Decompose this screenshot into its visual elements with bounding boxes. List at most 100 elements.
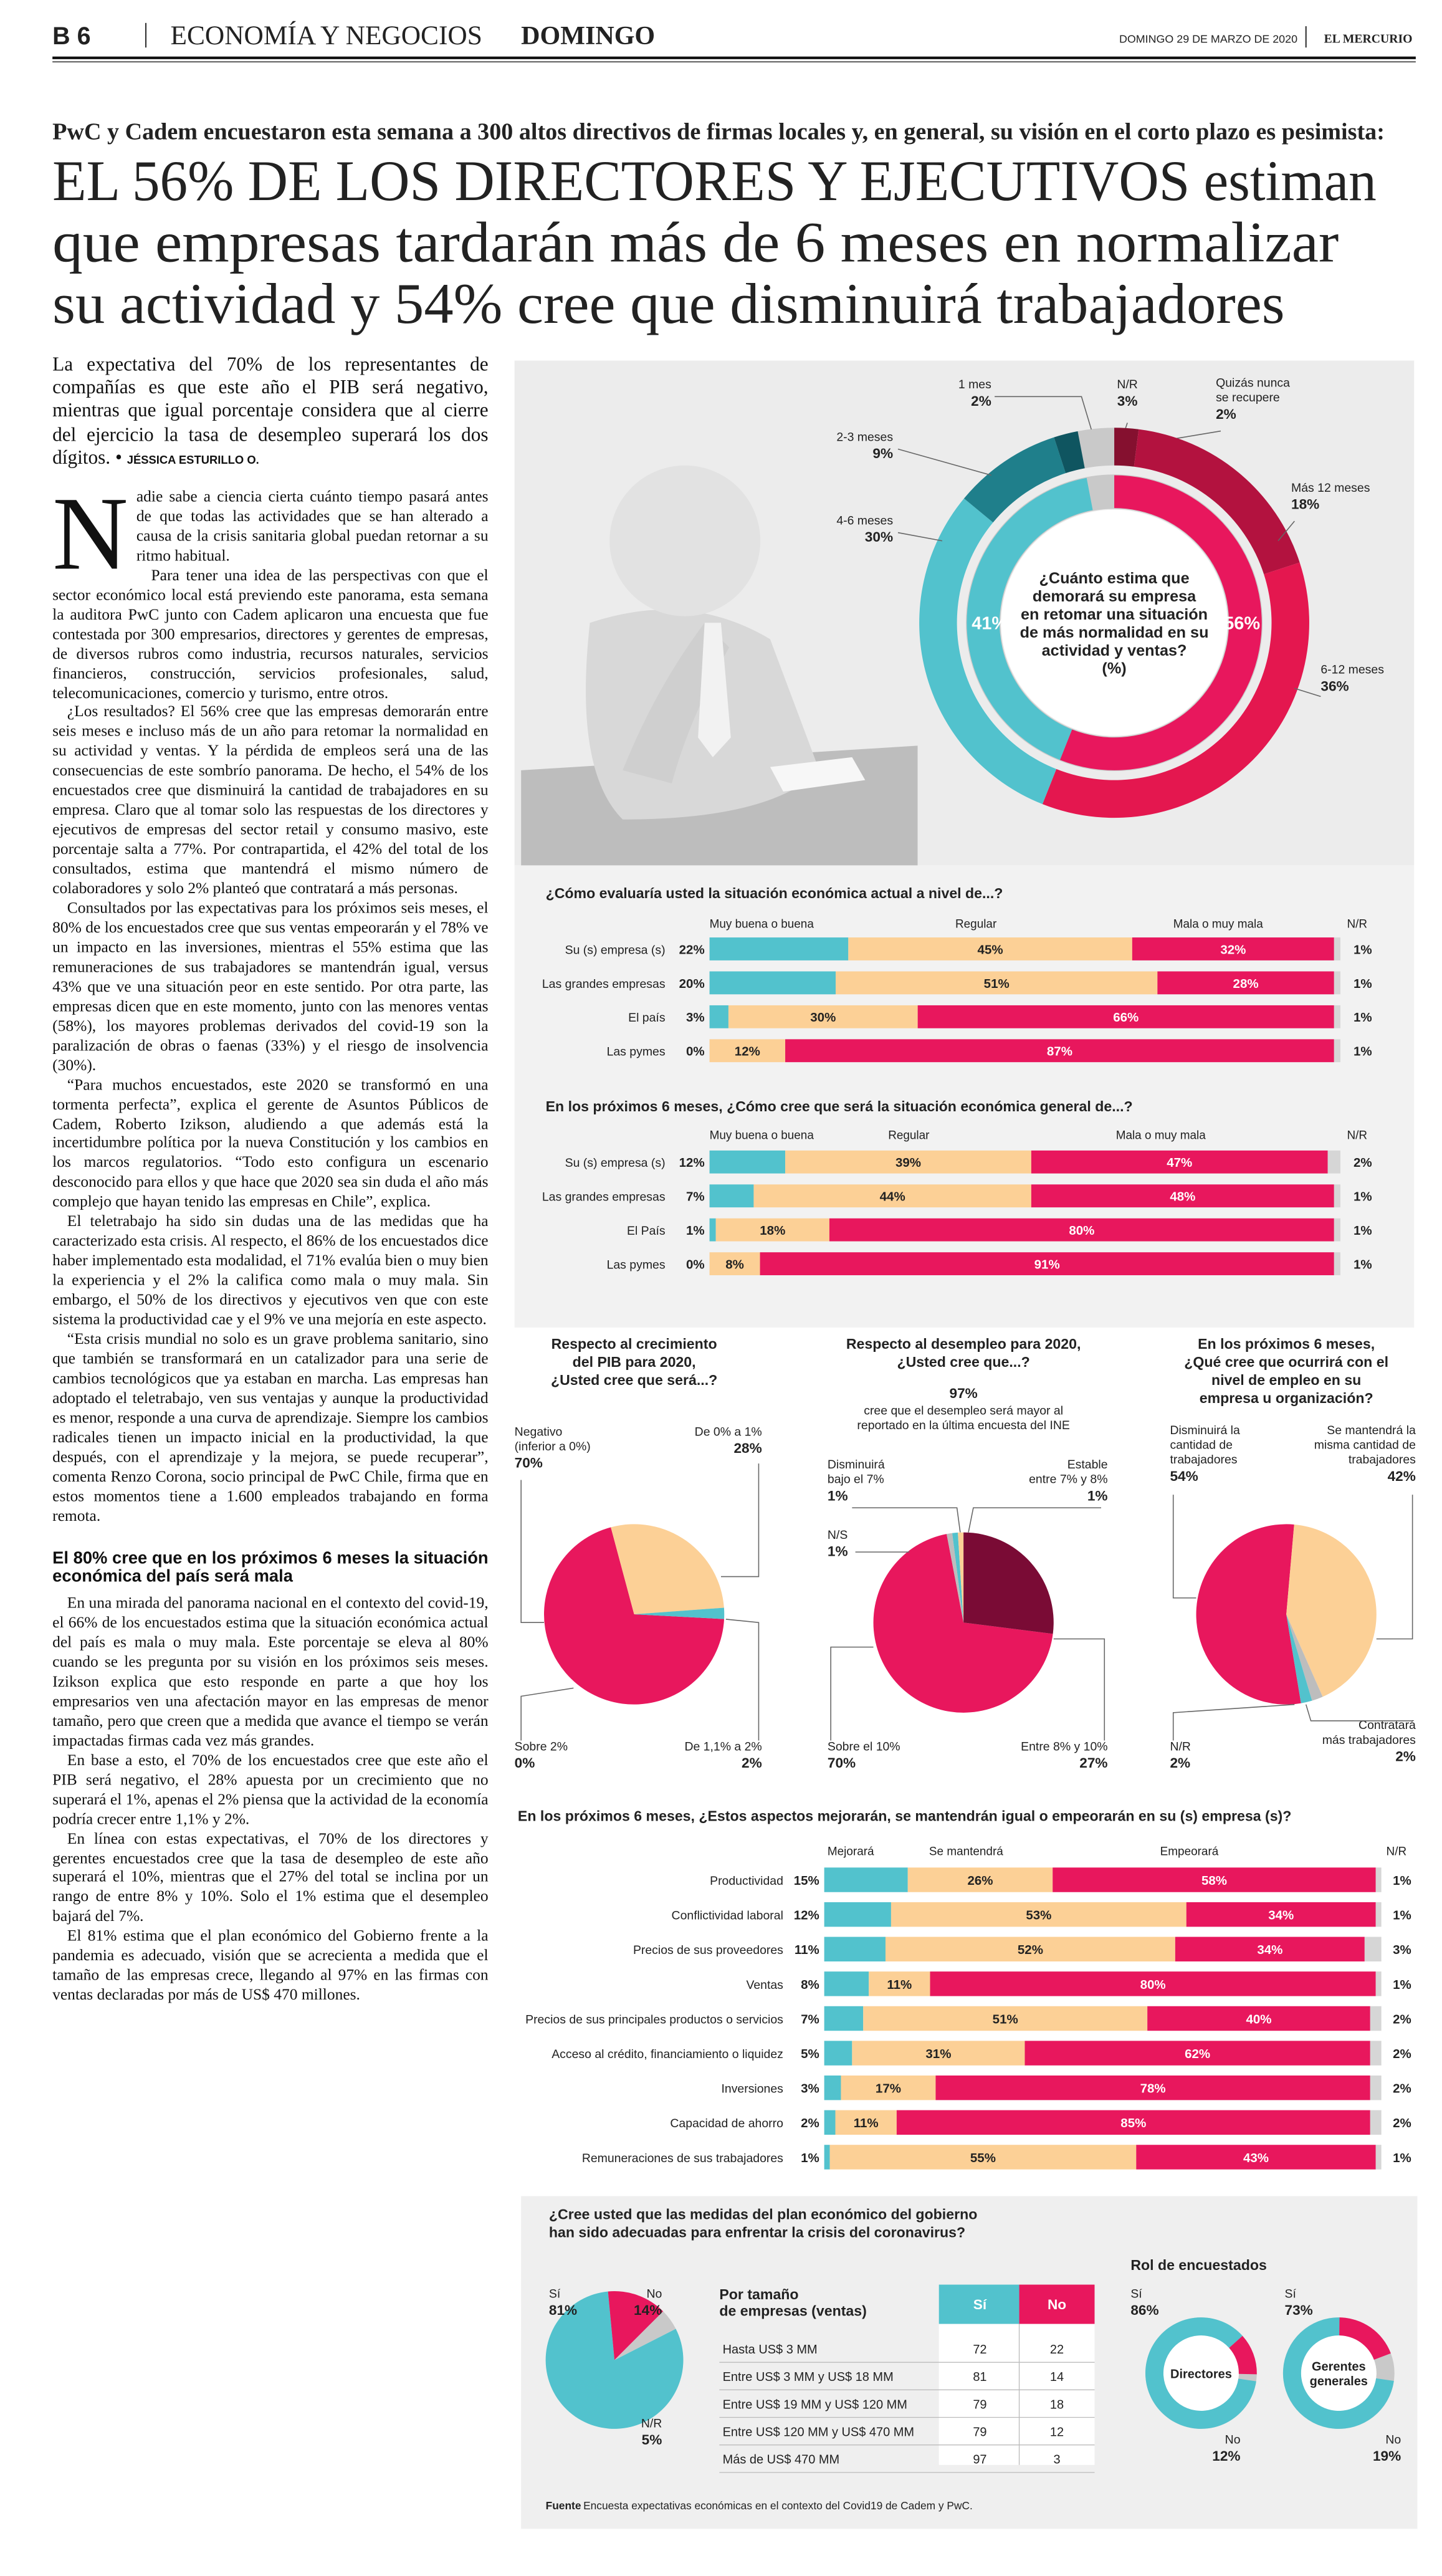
bar-segment xyxy=(835,2110,897,2135)
value-label: 8% xyxy=(801,1978,819,1992)
segment-value: 36% xyxy=(1320,678,1349,694)
pie-title: del PIB para 2020, xyxy=(573,1354,696,1370)
slice-value: 0% xyxy=(515,1755,535,1771)
leader-line xyxy=(1294,687,1321,697)
bar-segment xyxy=(824,1971,869,1996)
cell: 22 xyxy=(1050,2343,1064,2357)
bar-segment xyxy=(1031,1184,1334,1208)
bar-segment xyxy=(836,971,1158,995)
donut-segment xyxy=(1077,428,1115,469)
bar-segment xyxy=(824,2110,836,2135)
leader-line xyxy=(520,1687,574,1741)
cell: 3 xyxy=(1053,2453,1060,2467)
leader-line xyxy=(830,1646,874,1741)
column-header: Sí xyxy=(973,2297,987,2312)
slice-name: Disminuirá la xyxy=(1170,1424,1240,1437)
pie-slice xyxy=(1282,2317,1394,2429)
slice-value: 70% xyxy=(515,1455,543,1471)
leader-line xyxy=(1172,1495,1196,1599)
donut-question: demorará su empresa xyxy=(1033,588,1196,605)
value-label: 48% xyxy=(1170,1190,1195,1204)
bar-segment xyxy=(824,1937,886,1961)
section-title: ¿Cree usted que las medidas del plan eco… xyxy=(549,2206,977,2222)
cell: 79 xyxy=(973,2398,986,2411)
pie-title: empresa u organización? xyxy=(1200,1390,1373,1406)
paragraph: “Para muchos encuestados, este 2020 se t… xyxy=(52,1076,489,1212)
header-cell xyxy=(1019,2284,1095,2324)
slice-value: 12% xyxy=(1212,2448,1240,2464)
donut-segment xyxy=(919,498,1057,805)
bar-segment xyxy=(1375,2145,1382,2170)
value-label: 85% xyxy=(1120,2116,1146,2130)
paragraph: En una mirada del panorama nacional en e… xyxy=(52,1594,489,1750)
series-name: Mala o muy mala xyxy=(1116,1129,1206,1142)
pie-slice xyxy=(1229,2335,1257,2375)
pie-title: ¿Usted cree que...? xyxy=(897,1354,1029,1370)
bar-segment xyxy=(885,1937,1175,1961)
header-cell xyxy=(938,2284,1019,2324)
bar-segment xyxy=(852,2041,1025,2066)
bar-segment xyxy=(824,2075,841,2100)
slice-value: 73% xyxy=(1285,2302,1313,2318)
source-label: Fuente xyxy=(546,2499,581,2512)
donut-question: en retomar una situación xyxy=(1021,606,1208,623)
pie-title: ¿Qué cree que ocurrirá con el xyxy=(1184,1354,1388,1370)
bar-segment xyxy=(1370,2041,1382,2066)
category-label: Conflictividad laboral xyxy=(672,1909,783,1923)
pie-slice xyxy=(543,1527,725,1705)
segment-value: 3% xyxy=(1117,393,1138,409)
bar-segment xyxy=(1370,2075,1382,2100)
bar-segment xyxy=(715,1218,829,1242)
slice-value: 28% xyxy=(733,1440,762,1456)
category-label: Inversiones xyxy=(721,2082,783,2096)
lead: La expectativa del 70% de los representa… xyxy=(52,352,489,469)
value-label: 1% xyxy=(801,2151,819,2165)
pie-slice xyxy=(1286,1524,1377,1697)
cell: 18 xyxy=(1050,2398,1064,2411)
value-label: 1% xyxy=(1393,1908,1411,1923)
value-label: 1% xyxy=(1354,1257,1372,1271)
pie-slice xyxy=(947,1533,964,1623)
donut-question: ¿Cuánto estima que xyxy=(1039,570,1189,587)
category-label: Acceso al crédito, financiamiento o liqu… xyxy=(551,2047,783,2061)
bar-segment xyxy=(1053,1867,1376,1892)
leader-line xyxy=(897,448,992,476)
paragraph: En base a esto, el 70% de los encuestado… xyxy=(52,1751,489,1829)
slice-value: 1% xyxy=(828,1488,848,1503)
pie-title: En los próximos 6 meses, xyxy=(1198,1336,1375,1352)
category-label: Las grandes empresas xyxy=(542,1190,666,1204)
pie-title: ¿Usted cree que será...? xyxy=(551,1372,717,1388)
category-label: El País xyxy=(627,1224,666,1238)
segment-name: 1 mes xyxy=(958,378,991,391)
bar-segment xyxy=(785,1039,1334,1063)
row-label: Entre US$ 3 MM y US$ 18 MM xyxy=(723,2370,894,2384)
day: DOMINGO xyxy=(521,22,655,50)
donut-segment xyxy=(963,437,1066,523)
pie-slice xyxy=(952,1532,964,1623)
pie-slice xyxy=(1145,2317,1256,2429)
bar-segment xyxy=(709,1218,716,1242)
series-name: Empeorará xyxy=(1160,1846,1219,1859)
slice-name: Estable xyxy=(1067,1458,1108,1472)
slice-name: bajo el 7% xyxy=(828,1473,884,1487)
row-label: Entre US$ 19 MM y US$ 120 MM xyxy=(723,2398,907,2411)
slice-name: Se mantendrá la xyxy=(1327,1424,1416,1437)
bar-segment xyxy=(896,2110,1370,2135)
value-label: 34% xyxy=(1268,1908,1294,1923)
paragraph-text: adie sabe a ciencia cierta cuánto tiempo… xyxy=(136,488,489,565)
bar-segment xyxy=(709,937,849,960)
value-label: 2% xyxy=(1393,2012,1411,2026)
value-label: 51% xyxy=(993,2012,1018,2026)
center-disk xyxy=(1001,509,1228,736)
leader-line xyxy=(852,1507,961,1533)
value-label: 2% xyxy=(1393,2116,1411,2130)
bar-segment xyxy=(1136,2145,1376,2170)
bar-segment xyxy=(841,2075,936,2100)
paper xyxy=(770,757,866,792)
highlight: 97% xyxy=(950,1386,978,1401)
leader-line xyxy=(1376,1495,1413,1640)
category-label: Las pymes xyxy=(607,1258,666,1271)
bar-segment xyxy=(709,1150,786,1174)
